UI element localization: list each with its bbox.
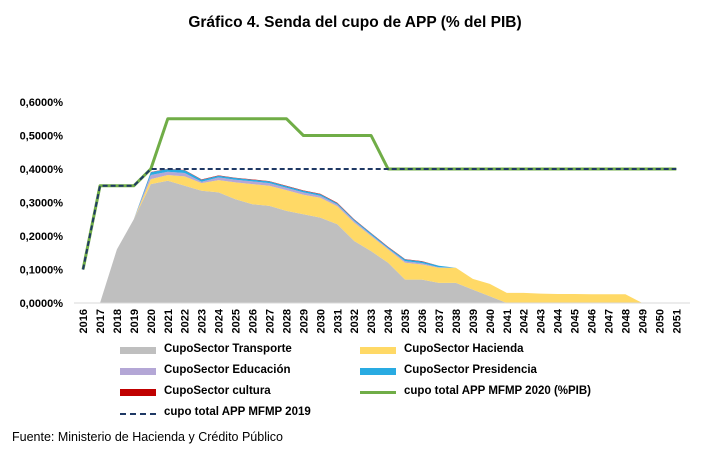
- x-tick-label: 2036: [417, 309, 429, 333]
- line-series-mfmp-2019: [82, 168, 677, 270]
- legend-swatch: [360, 368, 396, 375]
- x-tick-label: 2018: [112, 309, 124, 333]
- x-tick-label: 2039: [468, 309, 480, 333]
- legend-swatch: [120, 413, 156, 415]
- legend-swatch: [120, 347, 156, 354]
- x-tick-label: 2017: [95, 309, 107, 333]
- x-tick-label: 2043: [536, 309, 548, 333]
- y-tick-label: 0,0000%: [20, 298, 64, 310]
- legend-label: CupoSector Hacienda: [404, 343, 524, 355]
- legend-label: cupo total APP MFMP 2020 (%PIB): [404, 385, 592, 397]
- x-tick-label: 2024: [214, 308, 226, 333]
- x-tick-label: 2028: [281, 309, 293, 333]
- x-tick-label: 2037: [434, 309, 446, 333]
- y-tick-label: 0,6000%: [20, 97, 64, 109]
- y-tick-label: 0,2000%: [20, 231, 64, 243]
- x-tick-label: 2042: [519, 309, 531, 333]
- legend-label: CupoSector Presidencia: [404, 364, 537, 376]
- x-tick-label: 2038: [451, 309, 463, 333]
- x-tick-label: 2045: [570, 309, 582, 333]
- x-tick-label: 2049: [637, 309, 649, 333]
- x-tick-label: 2046: [587, 309, 599, 333]
- x-tick-label: 2051: [671, 309, 683, 333]
- x-tick-label: 2048: [620, 309, 632, 333]
- legend-swatch: [120, 389, 156, 396]
- area-series-1: [83, 180, 677, 303]
- source-note: Fuente: Ministerio de Hacienda y Crédito…: [12, 430, 283, 444]
- x-tick-label: 2020: [146, 309, 158, 333]
- area-chart: 0,0000% 0,1000% 0,2000% 0,3000% 0,4000% 0,500…: [20, 97, 690, 333]
- y-tick-label: 0,5000%: [20, 131, 64, 143]
- x-tick-label: 2033: [366, 309, 378, 333]
- x-tick-label: 2026: [248, 309, 260, 333]
- x-tick-label: 2034: [383, 308, 395, 333]
- y-tick-label: 0,1000%: [20, 265, 64, 277]
- x-tick-label: 2031: [332, 309, 344, 333]
- chart-title: Gráfico 4. Senda del cupo de APP (% del …: [188, 14, 522, 31]
- x-tick-label: 2030: [315, 309, 327, 333]
- x-tick-label: 2041: [502, 309, 514, 333]
- x-tick-label: 2022: [180, 309, 192, 333]
- x-tick-label: 2029: [298, 309, 310, 333]
- y-tick-label: 0,4000%: [20, 164, 64, 176]
- x-tick-label: 2050: [654, 309, 666, 333]
- x-tick-label: 2047: [603, 309, 615, 333]
- x-tick-label: 2040: [485, 309, 497, 333]
- x-tick-label: 2027: [264, 309, 276, 333]
- x-tick-label: 2035: [400, 309, 412, 333]
- x-tick-label: 2019: [129, 309, 141, 333]
- x-tick-label: 2023: [197, 309, 209, 333]
- y-tick-label: 0,3000%: [20, 198, 64, 210]
- legend-label: cupo total APP MFMP 2019: [164, 406, 311, 418]
- legend-label: CupoSector Transporte: [164, 343, 292, 355]
- x-tick-label: 2025: [231, 309, 243, 333]
- x-tick-label: 2016: [78, 309, 90, 333]
- legend-label: CupoSector cultura: [164, 385, 271, 397]
- legend-swatch: [120, 368, 156, 375]
- legend-swatch: [360, 391, 396, 394]
- x-tick-label: 2032: [349, 309, 361, 333]
- legend-label: CupoSector Educación: [164, 364, 291, 376]
- x-tick-label: 2021: [163, 309, 175, 333]
- x-tick-label: 2044: [553, 308, 565, 333]
- legend-swatch: [360, 347, 396, 354]
